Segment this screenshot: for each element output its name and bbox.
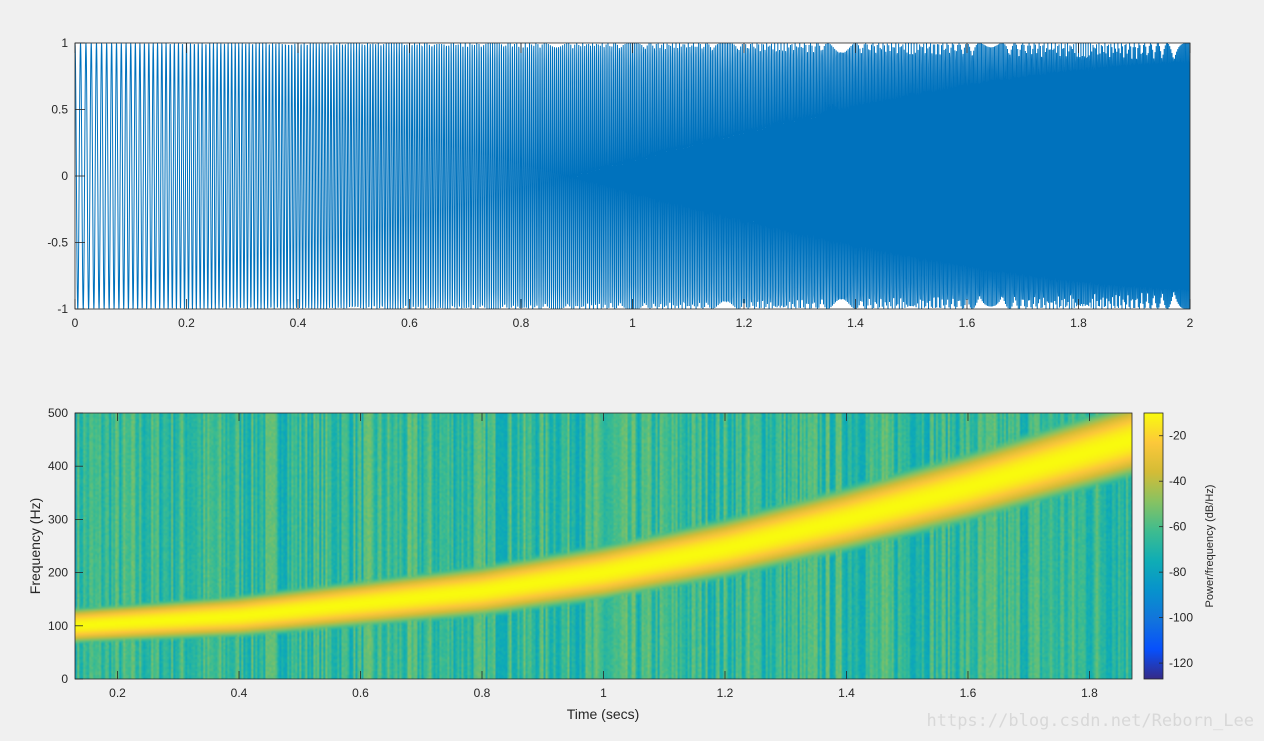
x-tick-label: 0.4 (231, 686, 248, 700)
watermark: https://blog.csdn.net/Reborn_Lee (926, 711, 1254, 731)
colorbar-ticks: -20 -40 -60 -80 -100 -120 (1159, 429, 1193, 670)
x-tick-label: 1 (600, 686, 607, 700)
x-tick-label: 1.4 (847, 316, 864, 330)
spectrogram-y-ticks: 0 100 200 300 400 500 (48, 406, 83, 686)
x-tick-label: 0.8 (513, 316, 530, 330)
x-tick-label: 1.2 (736, 316, 753, 330)
x-tick-label: 0.6 (352, 686, 369, 700)
colorbar: -20 -40 -60 -80 -100 -120 Power/frequency (dB… (1143, 412, 1216, 680)
y-tick-label: 0.5 (51, 103, 68, 117)
colorbar-tick-label: -100 (1169, 611, 1193, 625)
x-axis-label: Time (secs) (567, 706, 640, 722)
x-tick-label: 0.4 (290, 316, 307, 330)
x-tick-label: 0.6 (401, 316, 418, 330)
colorbar-tick-label: -20 (1169, 429, 1187, 443)
x-tick-label: 1 (629, 316, 636, 330)
waveform-axes: 0 0.2 0.4 0.6 0.8 1 1.2 1.4 1.6 1.8 2 -1 -0.5 0 0.5 1 (47, 36, 1193, 330)
colorbar-box (1143, 412, 1164, 680)
y-tick-label: 1 (61, 36, 68, 50)
x-tick-label: 1.6 (959, 316, 976, 330)
colorbar-tick-label: -80 (1169, 565, 1187, 579)
spectrogram-heatmap (75, 413, 1132, 679)
colorbar-gradient (1144, 413, 1163, 679)
y-tick-label: 500 (48, 406, 68, 420)
y-axis-label: Frequency (Hz) (27, 498, 43, 594)
y-tick-label: 300 (48, 512, 68, 526)
x-tick-label: 2 (1187, 316, 1194, 330)
spectrogram-axes: 0.2 0.4 0.6 0.8 1 1.2 1.4 1.6 1.8 0 100 200 300 400 5… (27, 406, 1133, 722)
x-tick-label: 1.8 (1070, 316, 1087, 330)
colorbar-tick-label: -60 (1169, 520, 1187, 534)
colorbar-label: Power/frequency (dB/Hz) (1204, 485, 1216, 608)
chirp-series-line (75, 43, 1190, 309)
colorbar-tick-label: -120 (1169, 656, 1193, 670)
x-tick-label: 1.6 (960, 686, 977, 700)
x-tick-label: 0.2 (178, 316, 195, 330)
waveform-x-ticks: 0 0.2 0.4 0.6 0.8 1 1.2 1.4 1.6 1.8 2 (72, 43, 1194, 330)
spectrogram-x-ticks: 0.2 0.4 0.6 0.8 1 1.2 1.4 1.6 1.8 (109, 413, 1098, 700)
y-tick-label: 0 (61, 169, 68, 183)
y-tick-label: -0.5 (47, 236, 68, 250)
x-tick-label: 0.8 (474, 686, 491, 700)
y-tick-label: 200 (48, 566, 68, 580)
x-tick-label: 1.2 (717, 686, 734, 700)
waveform-y-ticks: -1 -0.5 0 0.5 1 (47, 36, 85, 316)
y-tick-label: 400 (48, 459, 68, 473)
y-tick-label: -1 (57, 302, 68, 316)
x-tick-label: 1.4 (838, 686, 855, 700)
x-tick-label: 1.8 (1081, 686, 1098, 700)
y-tick-label: 0 (61, 672, 68, 686)
x-tick-label: 0.2 (109, 686, 126, 700)
x-tick-label: 0 (72, 316, 79, 330)
colorbar-tick-label: -40 (1169, 474, 1187, 488)
y-tick-label: 100 (48, 619, 68, 633)
